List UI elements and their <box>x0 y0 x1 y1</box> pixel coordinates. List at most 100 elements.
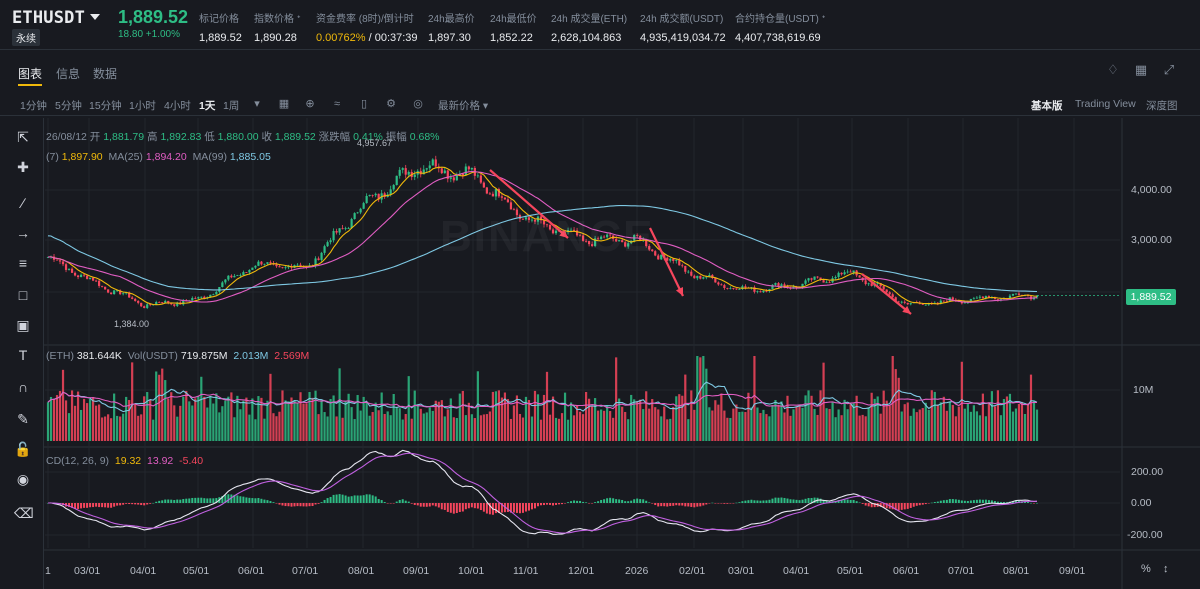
indicators-icon[interactable]: ≈ <box>333 98 341 110</box>
volume-bar <box>299 392 302 441</box>
macd-histogram-bar <box>930 502 933 504</box>
volume-bar <box>999 415 1003 441</box>
timeframe-1h[interactable]: 1小时 <box>129 100 156 112</box>
lock-icon[interactable]: 🔓 <box>14 441 32 457</box>
candle <box>278 266 281 268</box>
time-axis-label: 05/01 <box>837 565 864 577</box>
macd-histogram-bar <box>305 503 308 507</box>
measure-icon[interactable]: ▣ <box>16 317 30 333</box>
macd-histogram-bar <box>945 499 948 503</box>
settings-icon[interactable]: ⚙ <box>386 98 396 110</box>
candle <box>657 255 660 260</box>
macd-histogram-bar <box>789 499 792 503</box>
crosshair-icon[interactable]: ✚ <box>17 159 29 175</box>
trendline-icon[interactable]: ∕ <box>21 195 25 211</box>
macd-histogram-bar <box>104 503 107 508</box>
volume-bar <box>951 405 954 441</box>
auto-scale-icon[interactable]: ↕ <box>1163 563 1169 575</box>
candle <box>497 189 501 197</box>
grid-layout-icon[interactable]: ▦ <box>1134 62 1148 77</box>
candle <box>600 236 603 240</box>
price-type-select[interactable]: 最新价格 ▾ <box>438 100 489 112</box>
volume-bar <box>897 377 900 441</box>
volume-bar <box>224 400 227 441</box>
macd-histogram-bar <box>723 503 726 504</box>
volume-bar <box>741 411 744 441</box>
candle <box>155 302 158 305</box>
candle <box>392 185 395 190</box>
macd-histogram-bar <box>164 499 167 503</box>
candle <box>58 260 62 262</box>
cursor-icon[interactable]: ⇱ <box>17 129 29 145</box>
candle <box>488 193 491 195</box>
candle-type-icon[interactable]: ▯ <box>360 98 368 110</box>
stat-index-price[interactable]: 指数价格 ᐩ 1,890.28 <box>254 10 301 44</box>
tab-chart[interactable]: 图表 <box>18 67 43 81</box>
more-timeframes-icon[interactable]: ▾ <box>254 98 260 110</box>
candle <box>281 267 284 269</box>
macd-histogram-bar <box>1026 501 1029 503</box>
chevron-down-icon[interactable] <box>90 14 100 20</box>
view-tradingview[interactable]: Trading View <box>1075 98 1136 110</box>
arrow-tool-icon[interactable]: → <box>16 225 30 241</box>
view-basic[interactable]: 基本版 <box>1031 100 1063 112</box>
volume-bar <box>708 407 711 441</box>
volume-bar <box>350 407 353 441</box>
fib-tool-icon[interactable]: ≡ <box>18 255 28 271</box>
magnet-icon[interactable]: ∩ <box>17 379 29 395</box>
shape-tool-icon[interactable]: □ <box>18 287 28 303</box>
volume-bar <box>308 391 311 441</box>
macd-histogram-bar <box>972 500 975 503</box>
macd-histogram-bar <box>536 503 539 507</box>
volume-bar <box>1026 403 1030 441</box>
volume-bar <box>810 395 813 441</box>
candle <box>753 287 756 292</box>
volume-bar <box>837 409 840 441</box>
symbol-selector[interactable]: ETHUSDT <box>12 8 86 28</box>
macd-histogram-bar <box>720 503 723 504</box>
timeframe-1d[interactable]: 1天 <box>199 100 216 112</box>
candle <box>149 304 152 306</box>
macd-histogram-bar <box>696 503 699 507</box>
volume-bar <box>530 416 534 441</box>
volume-bar <box>786 395 789 441</box>
percent-scale-icon[interactable]: % <box>1141 563 1151 575</box>
candle <box>900 301 903 303</box>
expand-icon[interactable]: ⤢ <box>1163 62 1175 77</box>
volume-bar <box>933 391 936 441</box>
trash-icon[interactable]: ⌫ <box>14 505 34 521</box>
volume-bar <box>79 409 83 441</box>
stat-open-interest[interactable]: 合约持仓量(USDT) ᐩ 4,407,738,619.69 <box>735 10 826 44</box>
volume-bar <box>194 398 197 441</box>
timeframe-4h[interactable]: 4小时 <box>164 100 191 112</box>
tab-data[interactable]: 数据 <box>93 67 118 81</box>
text-tool-icon[interactable]: T <box>18 347 28 363</box>
candle <box>669 258 672 261</box>
pencil-icon[interactable]: ✎ <box>17 411 29 427</box>
view-depth[interactable]: 深度图 <box>1146 100 1178 112</box>
add-indicator-icon[interactable]: ⊕ <box>305 98 315 110</box>
volume-bar <box>88 398 92 441</box>
volume-bar <box>861 414 864 441</box>
target-icon[interactable]: ◎ <box>413 98 423 110</box>
bell-icon[interactable]: ♢ <box>1107 62 1119 77</box>
macd-histogram-bar <box>236 495 239 503</box>
volume-bar <box>266 400 269 441</box>
macd-histogram-bar <box>512 503 515 513</box>
volume-bar <box>918 409 921 441</box>
timeframe-1w[interactable]: 1周 <box>223 100 240 112</box>
eye-icon[interactable]: ◉ <box>16 471 30 487</box>
timeframe-5m[interactable]: 5分钟 <box>55 100 82 112</box>
macd-histogram-bar <box>341 494 344 503</box>
volume-bar <box>98 404 101 441</box>
price-axis-label: 4,000.00 <box>1131 184 1172 196</box>
volume-bar <box>212 403 215 441</box>
timeframe-15m[interactable]: 15分钟 <box>89 100 122 112</box>
tab-info[interactable]: 信息 <box>56 67 81 81</box>
ticker-header: ETHUSDT 永续 1,889.52 18.80 +1.00% 标记价格 1,… <box>0 0 1200 50</box>
volume-bar <box>140 414 143 441</box>
timeframe-1m[interactable]: 1分钟 <box>20 100 47 112</box>
calendar-icon[interactable]: ▦ <box>278 98 290 110</box>
macd-histogram-bar <box>804 498 807 503</box>
